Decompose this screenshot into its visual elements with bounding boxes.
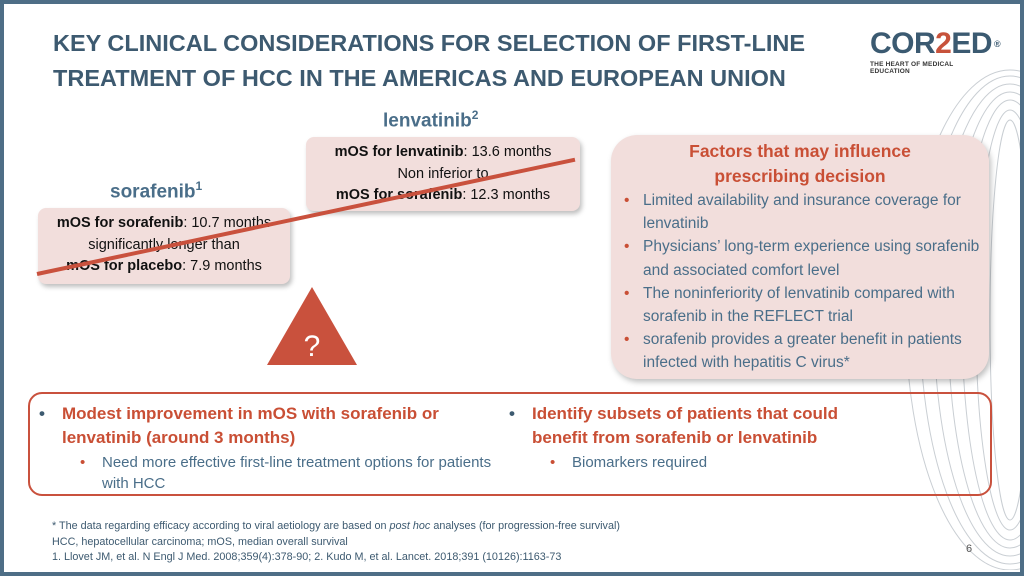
slide-title: KEY CLINICAL CONSIDERATIONS FOR SELECTIO… (53, 26, 853, 96)
sorafenib-heading: sorafenib1 (110, 179, 203, 203)
conclusion-left: • Modest improvement in mOS with sorafeni… (30, 402, 498, 494)
factors-title: Factors that may influence prescribing d… (689, 141, 911, 186)
lenvatinib-mos-line-2: Non inferior to (397, 165, 489, 182)
conclusion-left-main: • Modest improvement in mOS with sorafeni… (39, 404, 439, 447)
factors-list: • Limited availability and insurance cove… (619, 189, 981, 375)
footnote-abbreviations: HCC, hepatocellular carcinoma; mOS, medi… (52, 535, 348, 548)
factors-panel: Factors that may influence prescribing d… (611, 135, 989, 379)
question-mark: ? (304, 330, 321, 363)
logo-wordmark: COR2ED ® (870, 27, 1001, 60)
list-item: • Limited availability and insurance cove… (624, 192, 961, 233)
footnotes: * The data regarding efficacy according … (52, 519, 912, 566)
lenvatinib-mos-line-1: mOS for lenvatinib: 13.6 months (334, 144, 552, 160)
logo-tagline: THE HEART OF MEDICAL EDUCATION (870, 61, 954, 75)
footnote-references: 1. Llovet JM, et al. N Engl J Med. 2008;… (52, 551, 562, 563)
lenvatinib-heading: lenvatinib2 (383, 108, 479, 132)
slide-title-line-2: TREATMENT OF HCC IN THE AMERICAS AND EUR… (53, 65, 786, 91)
conclusion-left-sub: • Need more effective first-line treatmen… (80, 454, 492, 492)
lenvatinib-mos-box: mOS for lenvatinib: 13.6 months Non infe… (306, 137, 580, 211)
conclusions-box: • Modest improvement in mOS with sorafeni… (28, 392, 992, 496)
conclusion-right: • Identify subsets of patients that could… (500, 402, 880, 473)
list-item: • sorafenib provides a greater benefit in… (624, 331, 962, 372)
list-item: • Physicians’ long-term experience using … (624, 238, 980, 279)
cor2ed-logo: COR2ED ® THE HEART OF MEDICAL EDUCATION (870, 27, 1001, 76)
conclusion-right-sub: • Biomarkers required (550, 454, 708, 471)
sorafenib-mos-line-1: mOS for sorafenib: 10.7 months (56, 215, 272, 231)
footnote-viral-aetiology: * The data regarding efficacy according … (52, 520, 620, 532)
slide-title-line-1: KEY CLINICAL CONSIDERATIONS FOR SELECTIO… (53, 30, 806, 56)
conclusion-right-main: • Identify subsets of patients that could… (509, 404, 839, 447)
page-number: 6 (966, 543, 973, 555)
seesaw-fulcrum-triangle: ? (267, 287, 357, 365)
list-item: • The noninferiority of lenvatinib compar… (624, 284, 955, 326)
